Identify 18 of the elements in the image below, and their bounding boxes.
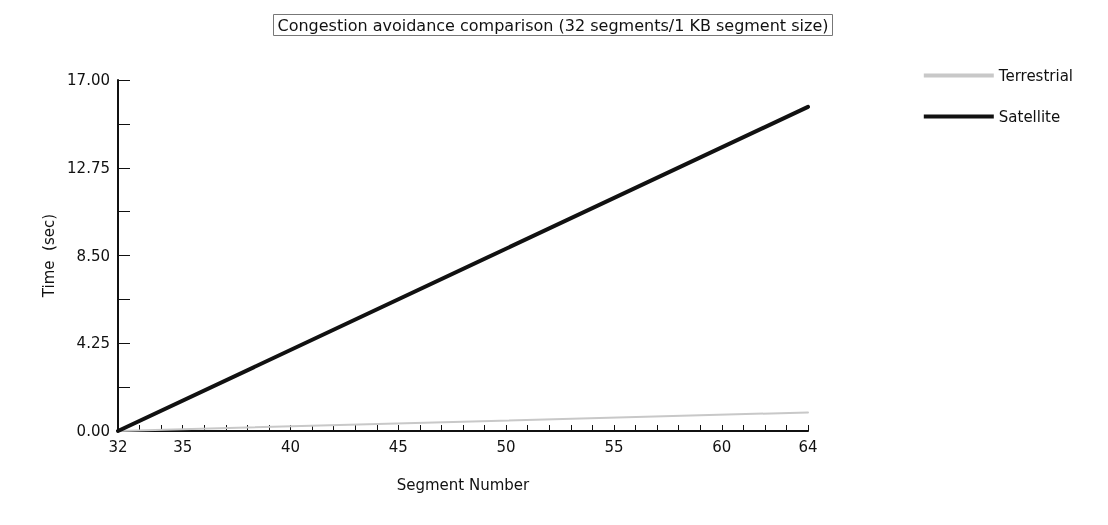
x-tick-label: 60 (712, 437, 732, 456)
x-tick-label: 50 (496, 437, 516, 456)
x-tick-label: 55 (604, 437, 624, 456)
y-tick-label: 4.25 (76, 334, 110, 353)
x-axis-title: Segment Number (396, 475, 531, 494)
x-tick-label: 45 (388, 437, 408, 456)
y-tick-label: 17.00 (67, 71, 110, 89)
x-tick-label: 40 (280, 437, 301, 456)
chart-title: Congestion avoidance comparison (32 segments/1 KB segment size) (277, 15, 829, 35)
x-tick-label: 32 (108, 437, 128, 456)
x-tick-label: 35 (173, 437, 193, 456)
y-tick-label: 8.50 (76, 246, 110, 265)
y-tick-label: 0.00 (76, 422, 110, 440)
y-axis-title: Time (sec) (39, 213, 58, 299)
legend-label: Satellite (998, 107, 1061, 126)
x-tick-label: 64 (798, 437, 818, 456)
y-tick-label: 12.75 (67, 158, 110, 177)
legend-label: Terrestrial (997, 66, 1073, 85)
